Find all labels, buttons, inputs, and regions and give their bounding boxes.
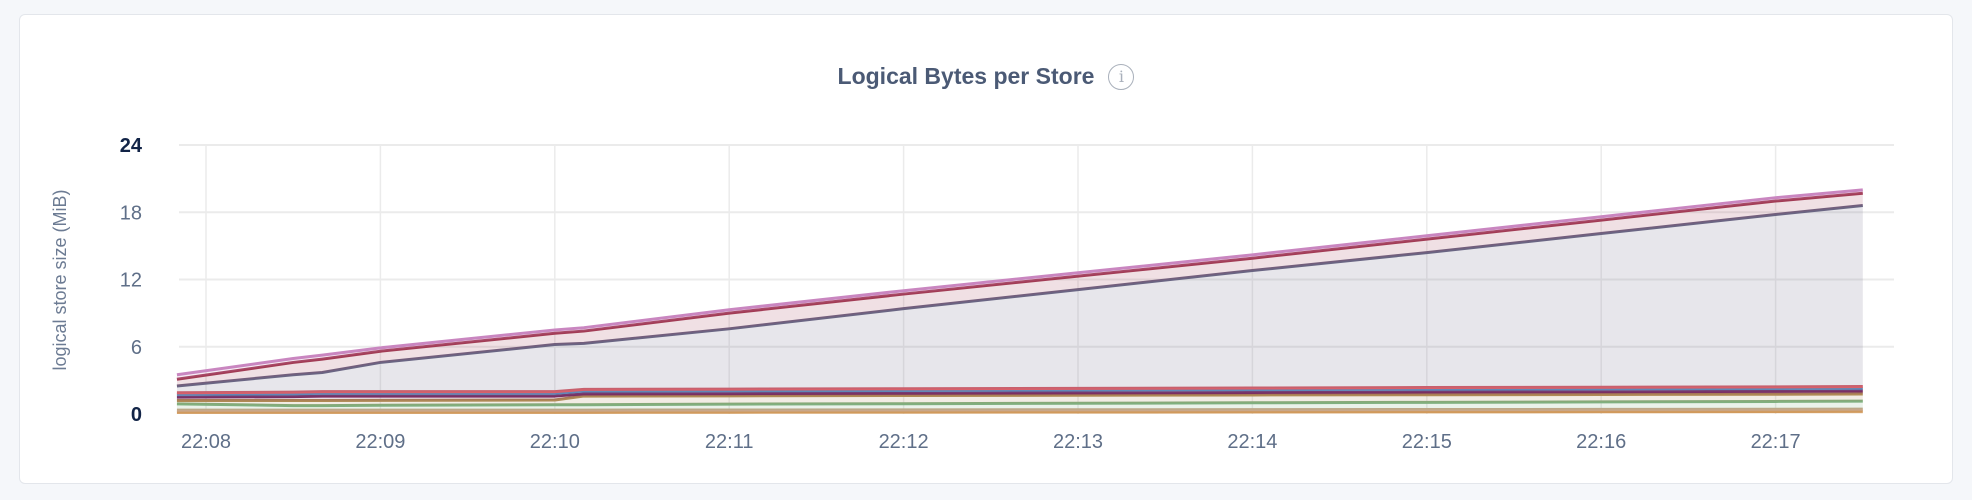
series-line <box>176 204 1863 388</box>
y-tick-label: 0 <box>131 404 142 426</box>
series-line <box>176 191 1863 381</box>
y-tick-label: 6 <box>131 337 142 359</box>
x-tick-label: 22:12 <box>879 431 929 453</box>
series-line <box>176 386 1863 396</box>
x-tick-label: 22:08 <box>181 431 231 453</box>
info-circle-icon[interactable]: i <box>1108 63 1135 90</box>
series-line <box>176 409 1863 414</box>
y-tick-label: 12 <box>120 270 142 292</box>
series-line <box>176 385 1863 395</box>
x-tick-label: 22:14 <box>1227 431 1277 453</box>
x-tick-label: 22:13 <box>1053 431 1103 453</box>
series-line <box>176 407 1863 412</box>
series-line <box>176 389 1863 399</box>
y-tick-label: 18 <box>120 202 142 224</box>
series-line <box>176 188 1863 377</box>
x-tick-label: 22:17 <box>1751 431 1801 453</box>
series-line <box>176 399 1863 408</box>
series-area <box>176 189 1863 380</box>
series-line <box>176 392 1863 403</box>
series-area <box>176 193 1863 386</box>
chart-title: Logical Bytes per Store <box>837 63 1095 89</box>
y-tick-label: 24 <box>120 135 143 157</box>
x-tick-label: 22:09 <box>355 431 405 453</box>
x-tick-label: 22:16 <box>1576 431 1626 453</box>
chart-header: Logical Bytes per Store i <box>20 63 1952 90</box>
x-tick-label: 22:15 <box>1402 431 1452 453</box>
x-tick-label: 22:11 <box>705 431 754 453</box>
x-tick-label: 22:10 <box>530 431 580 453</box>
y-axis-label: logical store size (MiB) <box>50 189 70 370</box>
